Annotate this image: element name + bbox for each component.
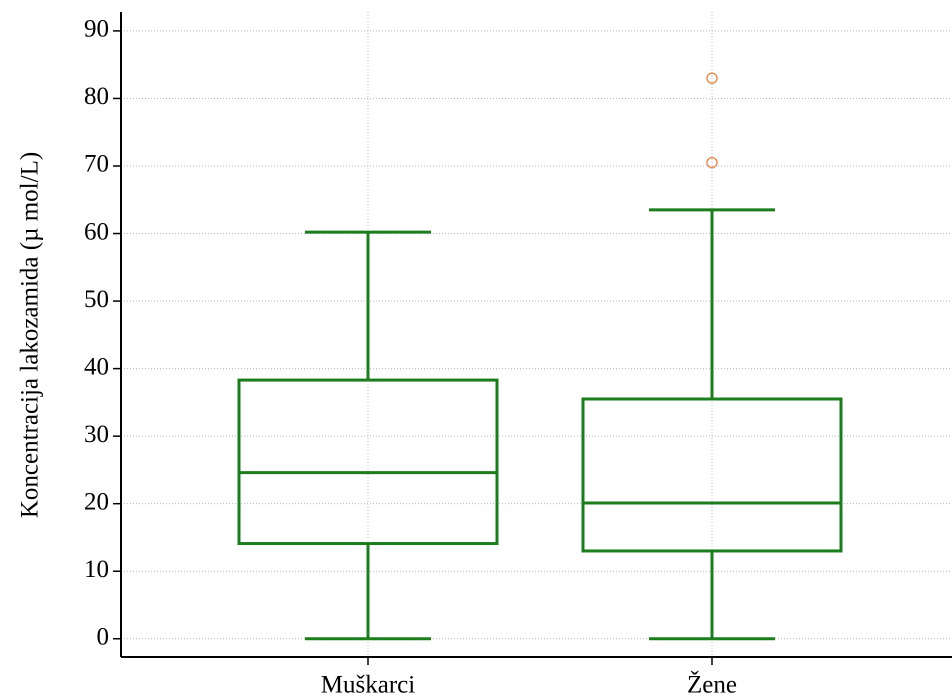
box (237, 378, 499, 546)
outlier (706, 72, 718, 84)
x-tick-label: Muškarci (321, 672, 415, 698)
box (581, 397, 843, 553)
y-tick-label: 30 (84, 421, 109, 448)
y-tick-label: 90 (84, 16, 109, 43)
y-tick-label: 60 (84, 218, 109, 245)
y-tick-label: 10 (84, 556, 109, 583)
y-tick-label: 80 (84, 83, 109, 110)
y-tick-label: 50 (84, 286, 109, 313)
y-axis-label: Koncentracija lakozamida (µ mol/L) (17, 152, 44, 518)
x-tick-label: Žene (687, 671, 737, 698)
outlier (706, 156, 718, 169)
y-tick-label: 0 (97, 623, 110, 650)
y-tick-label: 20 (84, 488, 109, 515)
y-tick-label: 40 (84, 353, 109, 380)
y-tick-label: 70 (84, 151, 109, 178)
